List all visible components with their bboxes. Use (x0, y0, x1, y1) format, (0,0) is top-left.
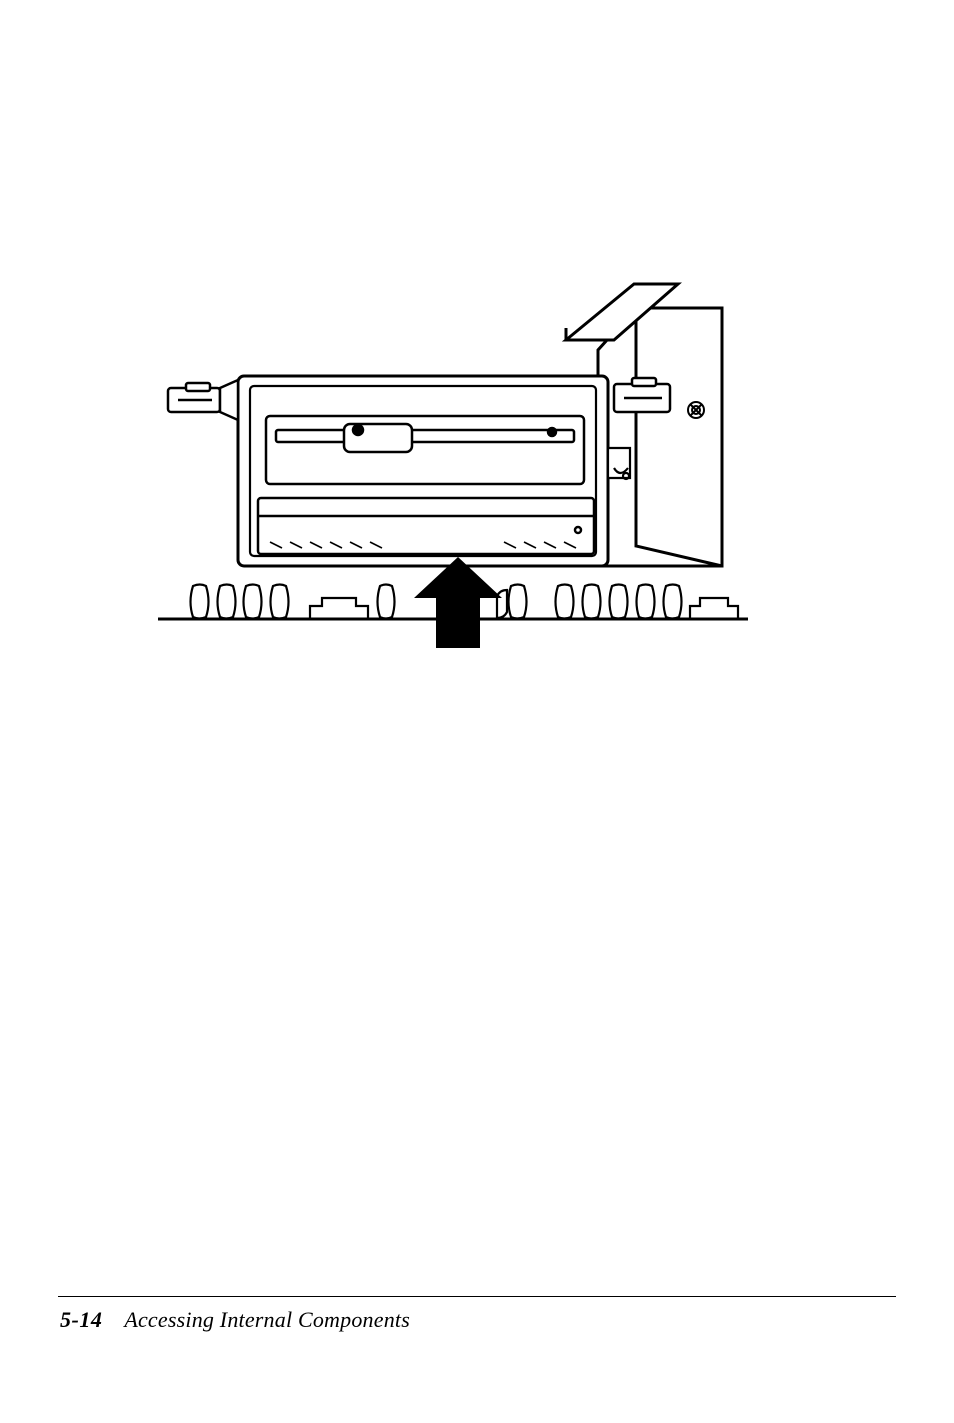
document-page: 5-14 Accessing Internal Components (0, 0, 954, 1423)
footer-line: 5-14 Accessing Internal Components (58, 1307, 896, 1333)
page-number: 5-14 (60, 1307, 102, 1333)
insertion-arrow-icon (414, 557, 502, 648)
page-footer: 5-14 Accessing Internal Components (58, 1296, 896, 1333)
footer-rule (58, 1296, 896, 1297)
drive-bay-figure (158, 280, 748, 650)
technical-illustration-svg (158, 280, 748, 650)
section-title: Accessing Internal Components (124, 1307, 410, 1333)
